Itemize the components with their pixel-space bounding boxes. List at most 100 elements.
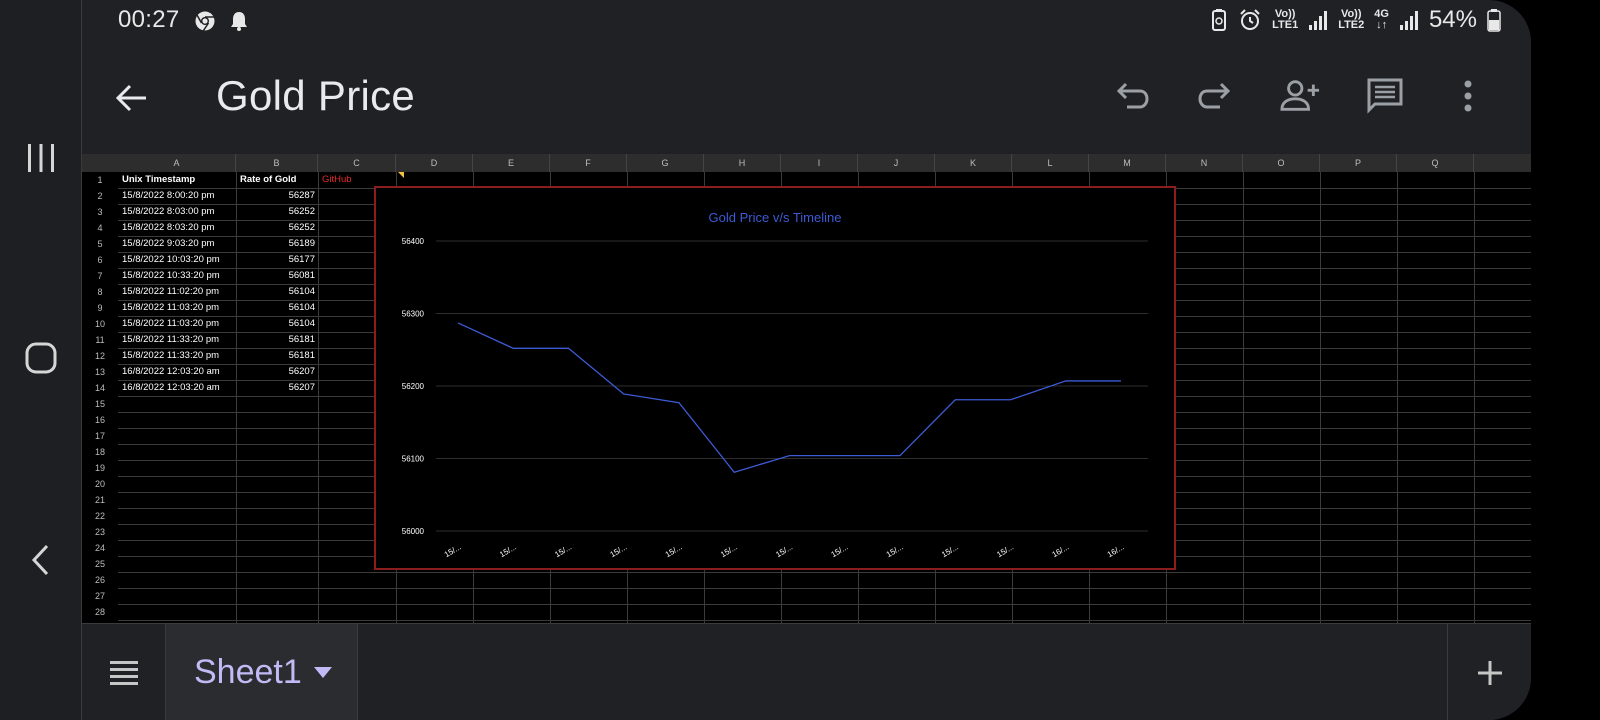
- row-header-14[interactable]: 14: [82, 380, 118, 396]
- column-header-m[interactable]: M: [1089, 154, 1166, 172]
- row-header-28[interactable]: 28: [82, 604, 118, 620]
- row-header-22[interactable]: 22: [82, 508, 118, 524]
- row-header-23[interactable]: 23: [82, 524, 118, 540]
- column-header-a[interactable]: A: [118, 154, 236, 172]
- column-header-h[interactable]: H: [704, 154, 781, 172]
- grid-vline: [1243, 172, 1244, 623]
- row-header-1[interactable]: 1: [82, 172, 118, 188]
- cell-a4[interactable]: 15/8/2022 8:03:20 pm: [122, 222, 215, 233]
- column-header-c[interactable]: C: [318, 154, 396, 172]
- cell-a2[interactable]: 15/8/2022 8:00:20 pm: [122, 190, 215, 201]
- redo-button[interactable]: [1195, 76, 1235, 116]
- clock: 00:27: [118, 6, 180, 33]
- share-button[interactable]: [1280, 76, 1320, 116]
- row-header-11[interactable]: 11: [82, 332, 118, 348]
- row-header-24[interactable]: 24: [82, 540, 118, 556]
- cell-a12[interactable]: 15/8/2022 11:33:20 pm: [122, 350, 220, 361]
- undo-button[interactable]: [1112, 76, 1152, 116]
- column-header-n[interactable]: N: [1166, 154, 1243, 172]
- cell-b11[interactable]: 56181: [288, 334, 315, 345]
- chart-series-line: [457, 322, 1121, 474]
- back-nav-button[interactable]: [0, 520, 82, 600]
- cell-a11[interactable]: 15/8/2022 11:33:20 pm: [122, 334, 220, 345]
- add-sheet-button[interactable]: [1447, 624, 1531, 720]
- row-header-19[interactable]: 19: [82, 460, 118, 476]
- cell-b2[interactable]: 56287: [288, 190, 315, 201]
- cell-b6[interactable]: 56177: [288, 254, 315, 265]
- chart-x-tick-label: 15/...: [609, 542, 629, 559]
- comments-button[interactable]: [1365, 76, 1405, 116]
- row-header-6[interactable]: 6: [82, 252, 118, 268]
- row-header-15[interactable]: 15: [82, 396, 118, 412]
- caret-down-icon[interactable]: [313, 667, 332, 678]
- cell-b8[interactable]: 56104: [288, 286, 315, 297]
- cell-b1[interactable]: Rate of Gold: [240, 174, 297, 185]
- column-header-j[interactable]: J: [858, 154, 935, 172]
- cell-a6[interactable]: 15/8/2022 10:03:20 pm: [122, 254, 220, 265]
- row-header-25[interactable]: 25: [82, 556, 118, 572]
- cell-a5[interactable]: 15/8/2022 9:03:20 pm: [122, 238, 215, 249]
- column-header-f[interactable]: F: [550, 154, 627, 172]
- row-header-27[interactable]: 27: [82, 588, 118, 604]
- cell-c1-link[interactable]: GitHub: [322, 174, 352, 185]
- row-header-4[interactable]: 4: [82, 220, 118, 236]
- column-header-o[interactable]: O: [1243, 154, 1320, 172]
- back-button[interactable]: [112, 78, 152, 118]
- cell-a8[interactable]: 15/8/2022 11:02:20 pm: [122, 286, 220, 297]
- cell-b5[interactable]: 56189: [288, 238, 315, 249]
- cell-b9[interactable]: 56104: [288, 302, 315, 313]
- cell-a10[interactable]: 15/8/2022 11:03:20 pm: [122, 318, 220, 329]
- cell-a13[interactable]: 16/8/2022 12:03:20 am: [122, 366, 220, 377]
- all-sheets-button[interactable]: [82, 624, 166, 720]
- cell-a9[interactable]: 15/8/2022 11:03:20 pm: [122, 302, 220, 313]
- row-header-10[interactable]: 10: [82, 316, 118, 332]
- row-header-9[interactable]: 9: [82, 300, 118, 316]
- cell-a1[interactable]: Unix Timestamp: [122, 174, 196, 185]
- row-header-17[interactable]: 17: [82, 428, 118, 444]
- row-header-21[interactable]: 21: [82, 492, 118, 508]
- row-header-20[interactable]: 20: [82, 476, 118, 492]
- redo-icon: [1198, 82, 1231, 109]
- chart-y-tick-label: 56400: [402, 237, 425, 246]
- cell-b4[interactable]: 56252: [288, 222, 315, 233]
- cell-b14[interactable]: 56207: [288, 382, 315, 393]
- sheet-tab-sheet1[interactable]: Sheet1: [166, 624, 358, 720]
- row-header-7[interactable]: 7: [82, 268, 118, 284]
- row-header-2[interactable]: 2: [82, 188, 118, 204]
- chart-gridlines: [436, 240, 1148, 532]
- chart-y-tick-label: 56300: [402, 310, 425, 319]
- row-header-18[interactable]: 18: [82, 444, 118, 460]
- cell-a7[interactable]: 15/8/2022 10:33:20 pm: [122, 270, 220, 281]
- row-header-16[interactable]: 16: [82, 412, 118, 428]
- cell-a3[interactable]: 15/8/2022 8:03:00 pm: [122, 206, 215, 217]
- row-header-3[interactable]: 3: [82, 204, 118, 220]
- row-header-26[interactable]: 26: [82, 572, 118, 588]
- column-header-b[interactable]: B: [236, 154, 318, 172]
- row-header-12[interactable]: 12: [82, 348, 118, 364]
- line-chart[interactable]: Gold Price v/s Timeline 56000 56100 56200 5…: [374, 186, 1176, 570]
- cell-b3[interactable]: 56252: [288, 206, 315, 217]
- column-header-l[interactable]: L: [1012, 154, 1089, 172]
- row-header-5[interactable]: 5: [82, 236, 118, 252]
- recents-button[interactable]: [0, 118, 82, 198]
- cell-b12[interactable]: 56181: [288, 350, 315, 361]
- column-header-q[interactable]: Q: [1397, 154, 1474, 172]
- chart-x-tick-label: 15/...: [940, 542, 960, 559]
- cell-b13[interactable]: 56207: [288, 366, 315, 377]
- cell-b10[interactable]: 56104: [288, 318, 315, 329]
- cell-a14[interactable]: 16/8/2022 12:03:20 am: [122, 382, 220, 393]
- chart-x-tick-label: 15/...: [553, 542, 573, 559]
- grid-hline: [118, 572, 1531, 573]
- column-header-d[interactable]: D: [396, 154, 473, 172]
- row-header-13[interactable]: 13: [82, 364, 118, 380]
- cell-b7[interactable]: 56081: [288, 270, 315, 281]
- column-header-i[interactable]: I: [781, 154, 858, 172]
- column-header-g[interactable]: G: [627, 154, 704, 172]
- column-header-p[interactable]: P: [1320, 154, 1397, 172]
- home-button[interactable]: [0, 318, 82, 398]
- column-header-e[interactable]: E: [473, 154, 550, 172]
- row-header-8[interactable]: 8: [82, 284, 118, 300]
- more-options-button[interactable]: [1448, 76, 1488, 116]
- column-header-k[interactable]: K: [935, 154, 1012, 172]
